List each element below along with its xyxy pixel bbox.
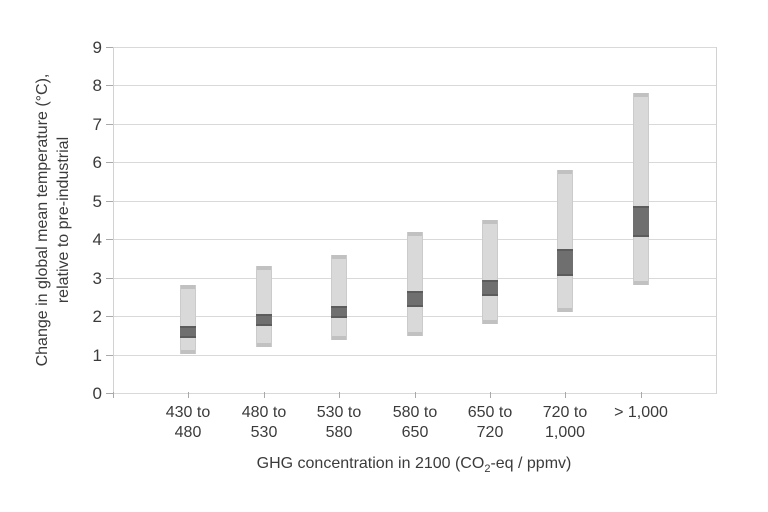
x-tick-mark bbox=[264, 392, 265, 398]
range-bar bbox=[557, 170, 573, 312]
range-bar-top-cap bbox=[181, 285, 195, 289]
y-tick-label: 1 bbox=[92, 346, 102, 365]
central-estimate-bar bbox=[180, 326, 196, 338]
y-axis-line bbox=[113, 47, 114, 394]
gridline-y-1 bbox=[113, 355, 716, 356]
x-tick-mark bbox=[113, 392, 114, 398]
central-estimate-bar bbox=[557, 249, 573, 276]
gridline-y-6 bbox=[113, 162, 716, 163]
y-tick-label: 8 bbox=[92, 76, 102, 95]
range-bar-bottom-cap bbox=[483, 320, 497, 324]
x-tick-mark bbox=[415, 392, 416, 398]
x-tick-mark bbox=[188, 392, 189, 398]
y-tick-label: 2 bbox=[92, 307, 102, 326]
y-tick-mark bbox=[106, 316, 113, 317]
gridline-y-9 bbox=[113, 47, 716, 48]
y-tick-label: 6 bbox=[92, 153, 102, 172]
y-tick-mark bbox=[106, 47, 113, 48]
y-tick-mark bbox=[106, 393, 113, 394]
x-tick-label: > 1,000 bbox=[614, 404, 668, 421]
central-estimate-bar bbox=[331, 306, 347, 318]
gridline-y-8 bbox=[113, 85, 716, 86]
x-tick-mark bbox=[490, 392, 491, 398]
y-tick-label: 7 bbox=[92, 115, 102, 134]
range-bar bbox=[482, 220, 498, 324]
x-tick-label: 720 to 1,000 bbox=[542, 404, 588, 441]
x-tick-mark bbox=[565, 392, 566, 398]
x-tick-label: 650 to 720 bbox=[467, 404, 513, 441]
x-axis-title-prefix: GHG concentration in 2100 (CO bbox=[256, 455, 485, 472]
range-bar-bottom-cap bbox=[634, 281, 648, 285]
gridline-y-0 bbox=[113, 393, 716, 394]
y-tick-mark bbox=[106, 201, 113, 202]
range-bar-bottom-cap bbox=[257, 343, 271, 347]
gridline-y-5 bbox=[113, 201, 716, 202]
range-bar bbox=[331, 255, 347, 340]
central-estimate-bar bbox=[482, 280, 498, 296]
central-estimate-bar bbox=[407, 291, 423, 307]
range-bar-bottom-cap bbox=[408, 332, 422, 336]
range-bar-top-cap bbox=[257, 266, 271, 270]
y-tick-label: 9 bbox=[92, 38, 102, 57]
x-tick-label: 430 to 480 bbox=[165, 404, 211, 441]
y-axis-title-line1: Change in global mean temperature (°C), bbox=[34, 73, 51, 367]
range-bar bbox=[633, 93, 649, 285]
y-tick-mark bbox=[106, 278, 113, 279]
y-tick-label: 5 bbox=[92, 192, 102, 211]
y-tick-label: 0 bbox=[92, 384, 102, 403]
plot-right-border bbox=[716, 47, 717, 394]
range-bar bbox=[256, 266, 272, 347]
range-bar bbox=[180, 285, 196, 354]
range-bar-top-cap bbox=[558, 170, 572, 174]
y-tick-mark bbox=[106, 239, 113, 240]
x-axis-title-suffix: -eq / ppmv) bbox=[490, 455, 572, 472]
range-bar-top-cap bbox=[483, 220, 497, 224]
range-bar-bottom-cap bbox=[181, 350, 195, 354]
x-tick-mark bbox=[339, 392, 340, 398]
central-estimate-bar bbox=[633, 206, 649, 237]
y-tick-mark bbox=[106, 85, 113, 86]
range-bar-bottom-cap bbox=[332, 336, 346, 340]
y-tick-mark bbox=[106, 124, 113, 125]
range-bar bbox=[407, 232, 423, 336]
range-bar-top-cap bbox=[634, 93, 648, 97]
y-tick-label: 4 bbox=[92, 230, 102, 249]
range-bar-top-cap bbox=[408, 232, 422, 236]
y-tick-mark bbox=[106, 162, 113, 163]
x-tick-label: 580 to 650 bbox=[392, 404, 438, 441]
x-axis-title: GHG concentration in 2100 (CO2-eq / ppmv… bbox=[256, 455, 572, 475]
x-tick-mark bbox=[641, 392, 642, 398]
y-tick-label: 3 bbox=[92, 269, 102, 288]
x-tick-label: 480 to 530 bbox=[241, 404, 287, 441]
range-bar-bottom-cap bbox=[558, 308, 572, 312]
range-bar-top-cap bbox=[332, 255, 346, 259]
central-estimate-bar bbox=[256, 314, 272, 326]
gridline-y-7 bbox=[113, 124, 716, 125]
x-axis-title-subscript: 2 bbox=[484, 463, 491, 475]
y-tick-mark bbox=[106, 355, 113, 356]
x-tick-label: 530 to 580 bbox=[316, 404, 362, 441]
